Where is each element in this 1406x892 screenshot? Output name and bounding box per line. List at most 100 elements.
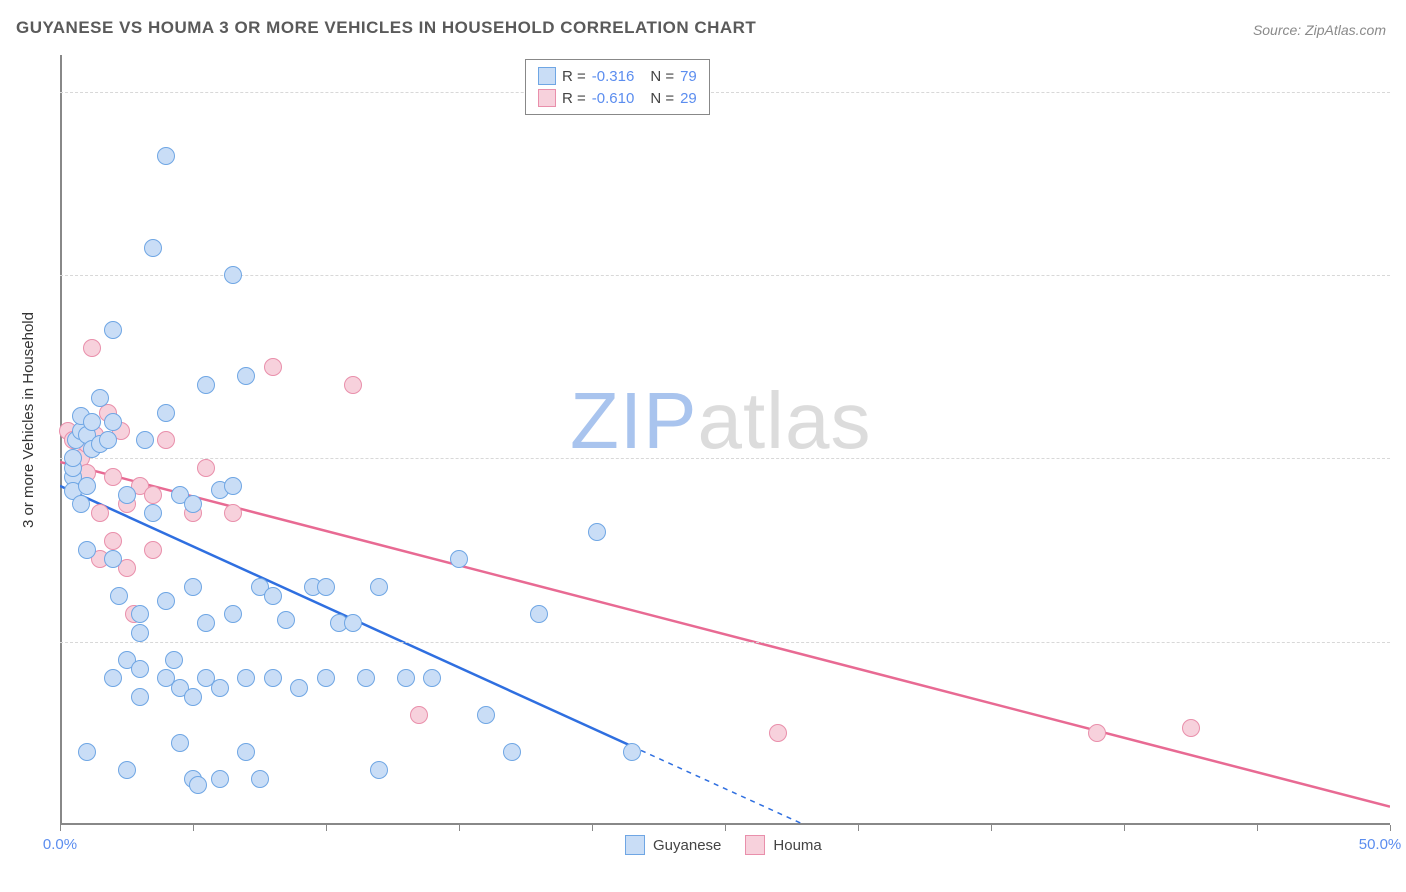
x-tick — [326, 825, 327, 831]
scatter-point — [251, 770, 269, 788]
scatter-point — [397, 669, 415, 687]
scatter-point — [237, 367, 255, 385]
watermark-part1: ZIP — [570, 376, 697, 465]
scatter-point — [410, 706, 428, 724]
scatter-point — [131, 660, 149, 678]
scatter-point — [237, 743, 255, 761]
scatter-point — [157, 592, 175, 610]
n-value: 29 — [680, 90, 697, 107]
n-label: N = — [650, 68, 674, 85]
scatter-point — [104, 468, 122, 486]
scatter-point — [136, 431, 154, 449]
regression-line-houma — [60, 462, 1390, 807]
scatter-point — [104, 669, 122, 687]
scatter-point — [99, 431, 117, 449]
scatter-point — [144, 239, 162, 257]
correlation-legend: R =-0.316N =79R =-0.610N =29 — [525, 59, 710, 115]
scatter-point — [224, 477, 242, 495]
legend-swatch — [625, 835, 645, 855]
scatter-point — [157, 431, 175, 449]
scatter-point — [91, 389, 109, 407]
x-tick — [1390, 825, 1391, 831]
scatter-point — [157, 147, 175, 165]
scatter-point — [211, 679, 229, 697]
scatter-point — [197, 614, 215, 632]
scatter-point — [157, 404, 175, 422]
scatter-point — [344, 614, 362, 632]
x-tick — [1124, 825, 1125, 831]
n-value: 79 — [680, 68, 697, 85]
source-attribution: Source: ZipAtlas.com — [1253, 22, 1386, 38]
scatter-point — [623, 743, 641, 761]
scatter-point — [78, 743, 96, 761]
scatter-point — [78, 477, 96, 495]
chart-container: GUYANESE VS HOUMA 3 OR MORE VEHICLES IN … — [0, 0, 1406, 892]
x-tick-label: 0.0% — [43, 836, 77, 853]
scatter-point — [144, 504, 162, 522]
x-tick — [725, 825, 726, 831]
correlation-legend-row: R =-0.610N =29 — [538, 87, 697, 109]
scatter-point — [165, 651, 183, 669]
series-name: Houma — [773, 837, 821, 854]
scatter-point — [357, 669, 375, 687]
watermark: ZIPatlas — [570, 375, 871, 467]
scatter-point — [78, 541, 96, 559]
scatter-point — [224, 266, 242, 284]
watermark-part2: atlas — [697, 376, 871, 465]
scatter-point — [131, 624, 149, 642]
scatter-point — [769, 724, 787, 742]
scatter-point — [290, 679, 308, 697]
scatter-point — [317, 669, 335, 687]
gridline-horizontal — [60, 642, 1390, 643]
scatter-point — [83, 413, 101, 431]
scatter-point — [184, 578, 202, 596]
gridline-horizontal — [60, 275, 1390, 276]
scatter-point — [277, 611, 295, 629]
y-tick-label: 40.0% — [1395, 103, 1406, 120]
x-tick — [60, 825, 61, 831]
scatter-point — [184, 688, 202, 706]
n-label: N = — [650, 90, 674, 107]
r-label: R = — [562, 68, 586, 85]
y-tick-label: 10.0% — [1395, 653, 1406, 670]
series-name: Guyanese — [653, 837, 721, 854]
x-tick — [858, 825, 859, 831]
scatter-point — [1182, 719, 1200, 737]
correlation-legend-row: R =-0.316N =79 — [538, 65, 697, 87]
scatter-point — [588, 523, 606, 541]
x-tick-label: 50.0% — [1359, 836, 1402, 853]
series-legend-item: Houma — [745, 835, 821, 855]
scatter-point — [197, 459, 215, 477]
scatter-point — [264, 587, 282, 605]
scatter-point — [344, 376, 362, 394]
scatter-point — [184, 495, 202, 513]
scatter-point — [477, 706, 495, 724]
regression-lines-layer — [60, 55, 1390, 825]
scatter-point — [503, 743, 521, 761]
scatter-point — [224, 605, 242, 623]
legend-swatch — [745, 835, 765, 855]
series-legend: Guyanese Houma — [625, 835, 822, 855]
scatter-point — [104, 532, 122, 550]
scatter-point — [104, 413, 122, 431]
scatter-point — [237, 669, 255, 687]
gridline-horizontal — [60, 458, 1390, 459]
scatter-point — [370, 761, 388, 779]
legend-swatch — [538, 67, 556, 85]
scatter-point — [83, 339, 101, 357]
scatter-point — [189, 776, 207, 794]
scatter-point — [370, 578, 388, 596]
scatter-point — [211, 770, 229, 788]
x-tick — [1257, 825, 1258, 831]
scatter-point — [110, 587, 128, 605]
x-tick — [193, 825, 194, 831]
scatter-point — [131, 605, 149, 623]
scatter-point — [104, 321, 122, 339]
r-label: R = — [562, 90, 586, 107]
scatter-point — [197, 376, 215, 394]
y-tick-label: 30.0% — [1395, 287, 1406, 304]
scatter-point — [171, 734, 189, 752]
scatter-point — [118, 486, 136, 504]
regression-line-guyanese-dashed — [632, 746, 805, 825]
scatter-point — [1088, 724, 1106, 742]
